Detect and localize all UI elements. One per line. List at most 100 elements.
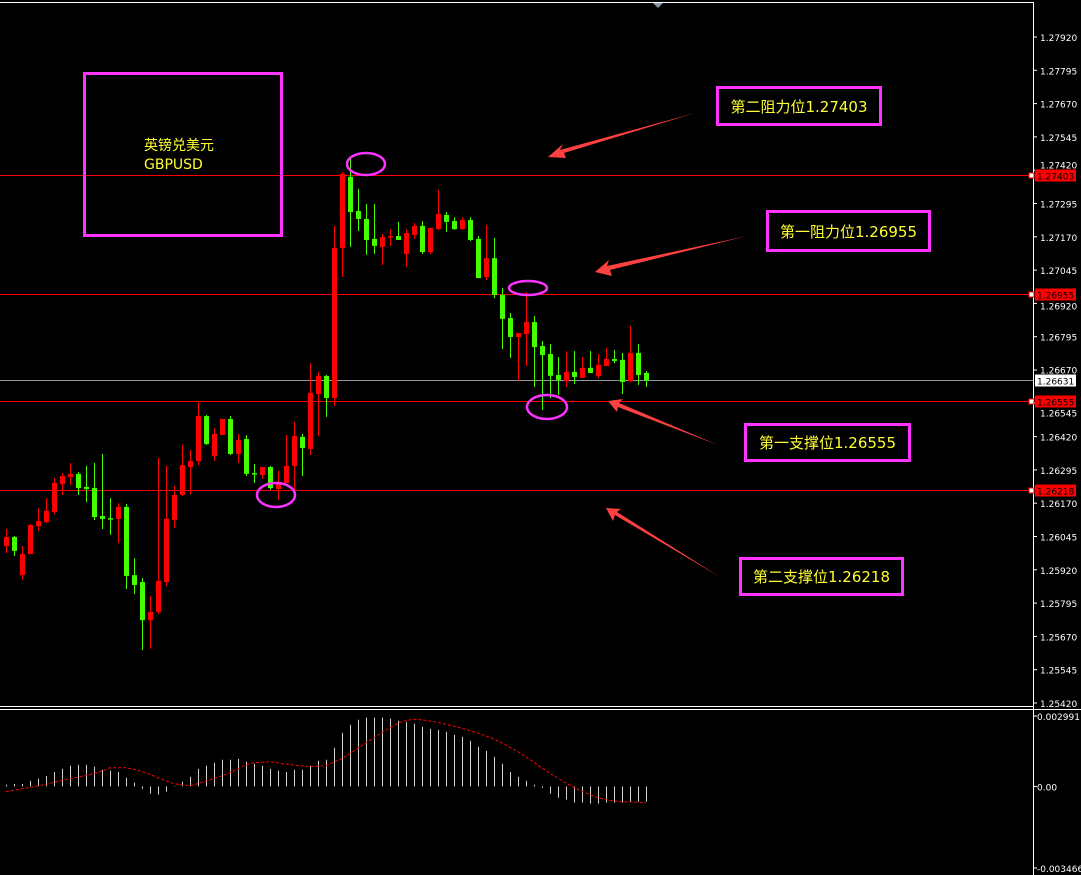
candle bbox=[540, 340, 545, 410]
candle-body bbox=[380, 237, 385, 247]
candle-body bbox=[276, 481, 281, 490]
label-resistance1: 第一阻力位1.26955 bbox=[766, 210, 931, 252]
price-axis-ticks: 1.27920 1.27795 1.27670 1.27545 1.27420 1.272… bbox=[1033, 34, 1077, 710]
candle-body bbox=[212, 433, 217, 457]
price-tick-label: 1.25420 bbox=[1040, 700, 1077, 710]
candle bbox=[92, 462, 97, 520]
candle-body bbox=[468, 220, 473, 240]
candle bbox=[412, 222, 417, 239]
candle-body bbox=[428, 228, 433, 252]
symbol-box: 英镑兑美元 GBPUSD bbox=[83, 72, 283, 237]
candle bbox=[356, 188, 361, 231]
candle-body bbox=[444, 214, 449, 222]
candle bbox=[108, 498, 113, 535]
candle bbox=[44, 498, 49, 523]
candle bbox=[508, 312, 513, 359]
candle bbox=[228, 416, 233, 455]
candle-body bbox=[188, 461, 193, 467]
candle-body bbox=[4, 537, 9, 547]
candle bbox=[68, 462, 73, 486]
candle bbox=[204, 415, 209, 445]
candle bbox=[588, 351, 593, 373]
candle bbox=[556, 356, 561, 396]
candle bbox=[404, 229, 409, 267]
candle-body bbox=[524, 322, 529, 335]
resistance-test-ellipse bbox=[507, 279, 549, 297]
candle bbox=[564, 351, 569, 388]
price-tick-label: 1.27420 bbox=[1040, 162, 1077, 172]
candle-body bbox=[148, 611, 153, 621]
candle bbox=[308, 363, 313, 455]
candle bbox=[436, 189, 441, 230]
candle bbox=[324, 375, 329, 417]
high-ellipse bbox=[345, 151, 387, 177]
candle-body bbox=[92, 488, 97, 518]
chart-shift-marker-icon[interactable] bbox=[653, 3, 663, 8]
price-tick-label: 1.27170 bbox=[1040, 234, 1077, 244]
macd-signal-line bbox=[5, 718, 647, 804]
candle-body bbox=[252, 473, 257, 475]
level-price-tags: 1.27403 1.26955 1.26555 1.26218 1.26631 bbox=[1028, 169, 1076, 498]
candle bbox=[284, 435, 289, 483]
label-support1: 第一支撑位1.26555 bbox=[744, 423, 911, 462]
candle bbox=[604, 347, 609, 367]
price-tick-label: 1.25920 bbox=[1040, 567, 1077, 577]
candle-body bbox=[500, 294, 505, 319]
candle bbox=[132, 558, 137, 595]
candle bbox=[260, 466, 265, 479]
candle-body bbox=[388, 236, 393, 238]
candle bbox=[468, 217, 473, 242]
candle-body bbox=[244, 438, 249, 474]
candle-body bbox=[572, 371, 577, 377]
candle-body bbox=[196, 416, 201, 462]
candle bbox=[332, 225, 337, 406]
candle-body bbox=[420, 225, 425, 252]
candle-body bbox=[556, 375, 561, 380]
candle bbox=[188, 449, 193, 495]
candle-body bbox=[412, 225, 417, 235]
candle-body bbox=[508, 318, 513, 337]
candle bbox=[196, 401, 201, 466]
candle-body bbox=[332, 247, 337, 398]
level-price-tag bbox=[1035, 169, 1076, 182]
candle bbox=[364, 204, 369, 255]
candles bbox=[4, 157, 649, 650]
candle-body bbox=[492, 258, 497, 295]
candle bbox=[244, 435, 249, 477]
candle-body bbox=[20, 554, 25, 576]
candle-body bbox=[340, 173, 345, 248]
candle-body bbox=[620, 359, 625, 382]
candle-body bbox=[228, 419, 233, 454]
candle-body bbox=[156, 580, 161, 612]
candle-body bbox=[484, 258, 489, 278]
candle bbox=[116, 502, 121, 543]
candle bbox=[628, 326, 633, 382]
candle bbox=[20, 546, 25, 580]
candle-body bbox=[108, 518, 113, 520]
arrow-resistance2 bbox=[548, 113, 695, 158]
price-tick-label: 1.26795 bbox=[1040, 334, 1077, 344]
candle-body bbox=[628, 352, 633, 381]
candle bbox=[76, 472, 81, 495]
price-tick-label: 1.26545 bbox=[1040, 410, 1077, 420]
candle-body bbox=[220, 419, 225, 436]
level-price-tag-text: 1.26218 bbox=[1037, 488, 1074, 498]
macd-tick-label: -0.003466 bbox=[1037, 865, 1081, 875]
candle bbox=[52, 477, 57, 515]
candle-body bbox=[324, 375, 329, 398]
candle-body bbox=[68, 473, 73, 478]
level-handle-icon bbox=[1028, 291, 1035, 298]
candle-body bbox=[580, 367, 585, 378]
candle bbox=[4, 529, 9, 554]
level-handle-icon bbox=[1028, 172, 1035, 179]
candle-body bbox=[124, 506, 129, 576]
candle bbox=[492, 237, 497, 299]
candle-body bbox=[612, 359, 617, 361]
candle bbox=[212, 428, 217, 462]
level-price-tag-text: 1.26555 bbox=[1037, 399, 1074, 409]
candle-body bbox=[36, 521, 41, 527]
candle bbox=[572, 351, 577, 385]
bid-price-tag-text: 1.26631 bbox=[1037, 378, 1074, 388]
candle bbox=[164, 465, 169, 587]
